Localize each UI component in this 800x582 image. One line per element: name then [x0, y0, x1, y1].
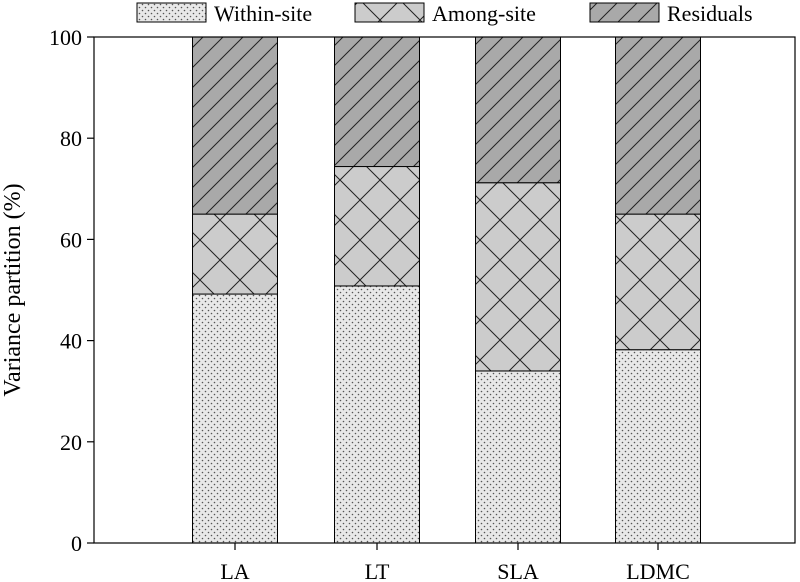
bar-sla-residuals: [475, 36, 561, 184]
legend-swatch-residuals: [589, 2, 660, 23]
legend-label-within-site: Within-site: [214, 1, 312, 26]
x-tick-label: LA: [220, 559, 249, 582]
y-tick-label: 40: [60, 329, 82, 354]
plot-frame: [93, 36, 796, 544]
y-tick-label: 60: [60, 227, 82, 252]
axes: 0 20 40 60 80 100 LA LT SLA LDMC: [49, 25, 796, 582]
legend-label-residuals: Residuals: [667, 1, 753, 26]
bar-la-within-site: [192, 293, 278, 544]
bar-sla-among-site: [475, 182, 561, 372]
legend-label-among-site: Among-site: [432, 1, 536, 26]
bar-lt-among-site: [334, 166, 420, 287]
y-tick-label: 100: [49, 25, 82, 50]
bar-ldmc-within-site: [615, 349, 701, 544]
bar-sla-within-site: [475, 370, 561, 544]
y-tick-label: 80: [60, 126, 82, 151]
bar-lt-residuals: [334, 36, 420, 168]
bar-lt-within-site: [334, 285, 420, 544]
bar-la-among-site: [192, 213, 278, 295]
bars: [192, 36, 701, 544]
y-tick-label: 0: [71, 531, 82, 556]
y-axis-label: Variance partition (%): [0, 183, 26, 396]
legend-swatch-among-site: [354, 2, 425, 23]
y-tick-label: 20: [60, 430, 82, 455]
bar-ldmc-residuals: [615, 36, 701, 215]
x-tick-label: LT: [365, 559, 390, 582]
bar-la-residuals: [192, 36, 278, 215]
bar-ldmc-among-site: [615, 213, 701, 351]
legend: Within-site Among-site Residuals: [136, 1, 753, 26]
legend-swatch-within-site: [136, 2, 207, 23]
x-tick-label: LDMC: [626, 559, 690, 582]
x-tick-label: SLA: [497, 559, 539, 582]
